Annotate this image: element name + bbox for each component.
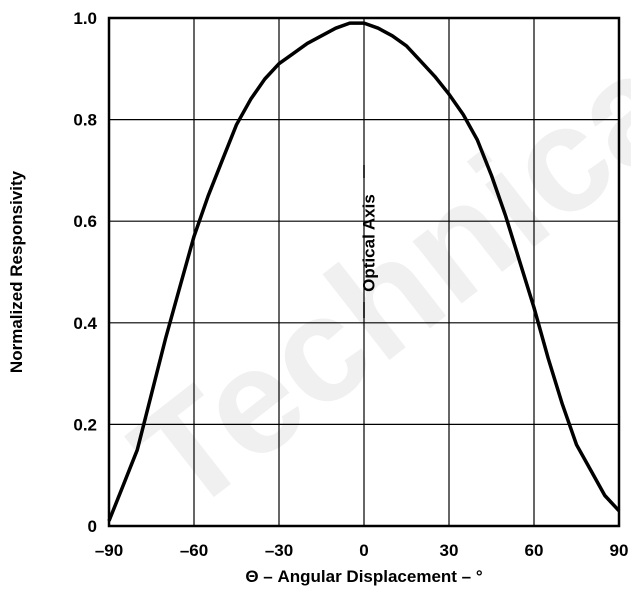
- x-tick-label: 60: [525, 541, 544, 560]
- y-tick-labels: 0 0.2 0.4 0.6 0.8 1.0: [73, 9, 97, 536]
- x-tick-label: 30: [440, 541, 459, 560]
- y-axis-title: Normalized Responsivity: [7, 170, 26, 373]
- y-tick-label: 1.0: [73, 9, 97, 28]
- x-tick-label: –90: [95, 541, 123, 560]
- y-tick-label: 0.4: [73, 314, 97, 333]
- optical-axis-label: Optical Axis: [359, 194, 378, 292]
- x-tick-label: 0: [359, 541, 368, 560]
- y-tick-label: 0: [88, 517, 97, 536]
- x-tick-label: –60: [180, 541, 208, 560]
- x-tick-label: 90: [610, 541, 629, 560]
- x-axis-title: Θ – Angular Displacement – °: [245, 567, 483, 586]
- y-tick-label: 0.8: [73, 111, 97, 130]
- y-tick-label: 0.2: [73, 415, 97, 434]
- series-line: [107, 21, 621, 522]
- y-tick-label: 0.6: [73, 212, 97, 231]
- x-tick-label: –30: [265, 541, 293, 560]
- plot-frame: [107, 16, 621, 528]
- x-tick-labels: –90 –60 –30 0 30 60 90: [95, 541, 629, 560]
